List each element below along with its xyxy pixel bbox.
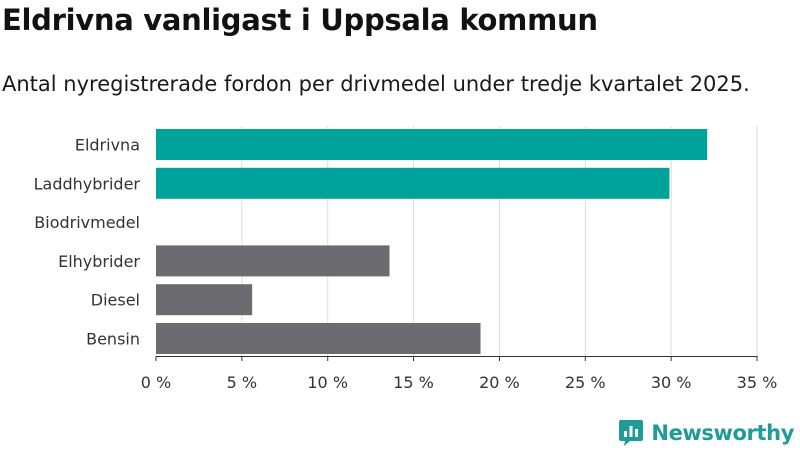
x-tick-label: 10 % — [307, 373, 348, 392]
x-tick-label: 20 % — [479, 373, 520, 392]
category-label: Diesel — [91, 291, 140, 310]
category-label: Eldrivna — [75, 136, 140, 155]
category-label: Elhybrider — [58, 252, 140, 271]
x-tick-label: 15 % — [393, 373, 434, 392]
category-labels: Eldrivna Laddhybrider Biodrivmedel Elhybrid… — [34, 136, 141, 349]
brand-name: Newsworthy — [651, 421, 794, 445]
bar-chart-speech-bubble-icon — [619, 420, 644, 446]
bar-diesel — [156, 284, 253, 316]
chart-subtitle: Antal nyregistrerade fordon per drivmede… — [2, 72, 750, 96]
bars — [156, 129, 708, 354]
category-label: Bensin — [86, 330, 140, 349]
x-tick-label: 30 % — [651, 373, 692, 392]
category-label: Biodrivmedel — [34, 213, 140, 232]
category-label: Laddhybrider — [34, 174, 141, 193]
chart-title: Eldrivna vanligast i Uppsala kommun — [2, 3, 598, 37]
bar-eldrivna — [156, 129, 708, 160]
x-tick-label: 35 % — [737, 373, 778, 392]
x-tick-label: 25 % — [565, 373, 606, 392]
x-tick-label: 0 % — [141, 373, 171, 392]
grid-lines — [241, 126, 758, 356]
x-tick-label: 5 % — [227, 373, 257, 392]
bar-bensin — [156, 323, 481, 354]
x-axis: 0 % 5 % 10 % 15 % 20 % 25 % 30 % 35 % — [141, 356, 778, 392]
bar-laddhybrider — [156, 167, 670, 199]
newsworthy-logo: Newsworthy — [618, 419, 794, 447]
bar-elhybrider — [156, 245, 390, 277]
